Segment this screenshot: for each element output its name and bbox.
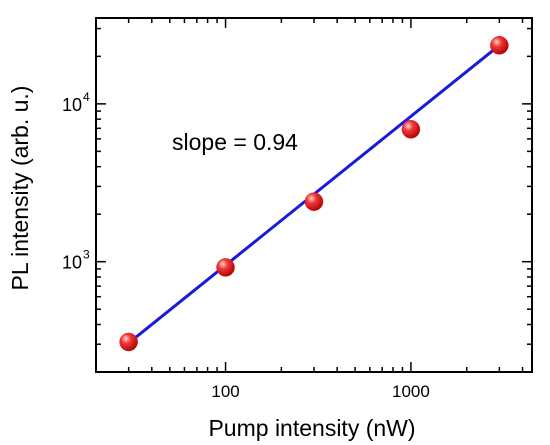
y-axis-label: PL intensity (arb. u.)	[7, 86, 33, 291]
axis-ticks	[95, 18, 532, 373]
series	[119, 36, 509, 352]
data-point	[119, 332, 138, 352]
x-tick-label: 100	[211, 382, 239, 401]
x-tick-label: 1000	[392, 382, 430, 401]
y-tick-label: 10	[62, 95, 82, 115]
data-point	[490, 36, 509, 55]
y-tick-label: 10	[62, 253, 82, 273]
y-tick-exponent: 4	[83, 90, 90, 104]
x-axis-label: Pump intensity (nW)	[208, 415, 415, 441]
data-point	[401, 120, 421, 139]
y-tick-exponent: 3	[83, 248, 90, 262]
data-point	[216, 258, 235, 277]
data-point	[304, 192, 324, 211]
slope-annotation: slope = 0.94	[172, 129, 298, 155]
